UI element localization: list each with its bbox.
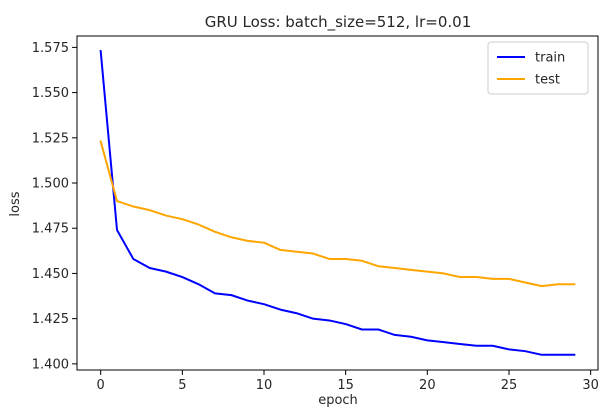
x-tick-label: 5 bbox=[178, 378, 186, 393]
legend: train test bbox=[487, 41, 589, 95]
y-axis-label: loss bbox=[8, 191, 23, 216]
y-tick-label: 1.575 bbox=[32, 41, 69, 56]
series-line-test bbox=[99, 140, 576, 288]
y-tick-label: 1.475 bbox=[32, 222, 69, 237]
x-tick-label: 15 bbox=[337, 378, 354, 393]
y-tick-label: 1.425 bbox=[32, 312, 69, 327]
x-tick-label: 20 bbox=[419, 378, 436, 393]
y-tick-label: 1.550 bbox=[32, 86, 69, 101]
y-tick-label: 1.450 bbox=[32, 267, 69, 282]
plot-frame bbox=[76, 35, 599, 371]
chart-title: GRU Loss: batch_size=512, lr=0.01 bbox=[205, 13, 471, 32]
x-tick-label: 0 bbox=[97, 378, 105, 393]
x-tick-label: 10 bbox=[256, 378, 273, 393]
series-line-train bbox=[99, 49, 576, 356]
legend-frame bbox=[487, 41, 589, 95]
x-tick-label: 30 bbox=[582, 378, 599, 393]
legend-label-test: test bbox=[535, 73, 560, 88]
x-axis-label: epoch bbox=[318, 393, 358, 408]
legend-label-train: train bbox=[535, 51, 565, 66]
axes-layer: 0 5 10 15 20 25 30 1.400 1.425 1.450 1.475 1.500 1.5… bbox=[32, 35, 599, 393]
x-tick-label: 25 bbox=[501, 378, 518, 393]
y-tick-label: 1.400 bbox=[32, 357, 69, 372]
y-tick-label: 1.525 bbox=[32, 131, 69, 146]
series-layer bbox=[99, 49, 576, 356]
y-tick-label: 1.500 bbox=[32, 177, 69, 192]
